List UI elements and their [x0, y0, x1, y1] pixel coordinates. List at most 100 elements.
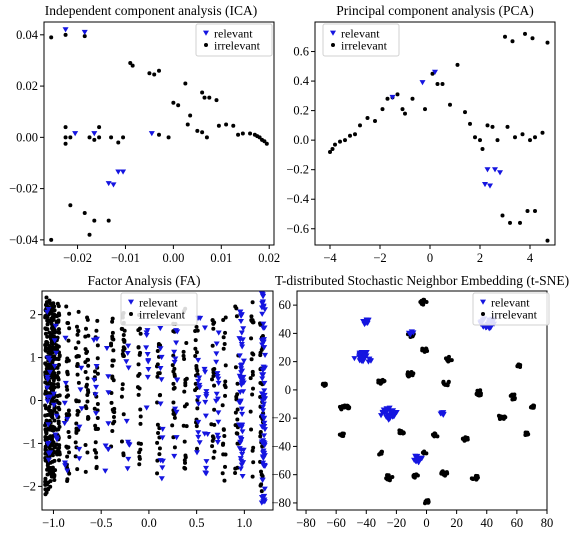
- fa-irrelevant-point: [56, 327, 61, 332]
- fa-irrelevant-point: [67, 450, 72, 455]
- ica-irrelevant-point: [121, 135, 126, 140]
- tsne-irrelevant-point: [380, 377, 385, 382]
- fa-irrelevant-point: [67, 435, 72, 440]
- fa-relevant-point: [261, 392, 268, 398]
- tsne-relevant-point: [407, 332, 414, 338]
- fa-relevant-point: [259, 376, 266, 382]
- tsne-irrelevant-point: [478, 388, 483, 393]
- fa-relevant-point: [202, 399, 209, 406]
- fa-relevant-point: [215, 410, 222, 416]
- tsne-legend-box: [472, 292, 550, 326]
- ica-xtick-label: 0.01: [210, 251, 232, 265]
- fa-irrelevant-point: [76, 329, 81, 334]
- fa-xtick-label: −0.5: [90, 516, 113, 530]
- tsne-irrelevant-point: [474, 391, 479, 396]
- tsne-irrelevant-point: [407, 372, 412, 377]
- fa-irrelevant-point: [172, 445, 177, 450]
- fa-irrelevant-point: [45, 327, 50, 332]
- fa-irrelevant-point: [47, 391, 52, 396]
- pca-irrelevant-point: [513, 135, 517, 140]
- fa-relevant-point: [260, 494, 267, 500]
- fa-irrelevant-point: [120, 352, 125, 357]
- fa-irrelevant-point: [250, 300, 255, 305]
- pca-ytick-label: 0.0: [293, 133, 309, 147]
- ica-irrelevant-point: [200, 90, 205, 95]
- ica-irrelevant-point: [195, 128, 200, 133]
- fa-relevant-point: [157, 326, 164, 332]
- fa-relevant-point: [44, 377, 51, 383]
- fa-irrelevant-point: [155, 362, 160, 367]
- fa-relevant-point: [260, 321, 267, 327]
- fa-irrelevant-point: [182, 389, 187, 394]
- pca-irrelevant-point: [395, 92, 400, 97]
- tsne-irrelevant-point: [321, 381, 326, 386]
- fa-irrelevant-point: [66, 412, 71, 417]
- fa-relevant-point: [259, 299, 266, 305]
- ica-irrelevant-point: [188, 113, 193, 118]
- pca-ytick-label: −0.6: [286, 222, 309, 236]
- tsne-irrelevant-point: [399, 429, 404, 434]
- fa-irrelevant-point: [75, 332, 80, 337]
- ica-irrelevant-point: [176, 103, 181, 108]
- pca-irrelevant-point: [440, 82, 445, 87]
- fa-irrelevant-point: [51, 382, 56, 387]
- fa-irrelevant-point: [119, 439, 124, 444]
- tsne-relevant-point: [389, 414, 396, 420]
- ica-ytick-label: −0.02: [9, 182, 38, 196]
- fa-irrelevant-point: [75, 412, 80, 417]
- fa-irrelevant-point: [52, 354, 57, 359]
- pca-irrelevant-point: [455, 62, 460, 67]
- pca-irrelevant-point: [480, 147, 485, 152]
- pca-irrelevant-point: [485, 123, 490, 128]
- fa-irrelevant-point: [155, 422, 160, 427]
- tsne-ytick-label: 0: [285, 383, 291, 397]
- fa-relevant-point: [260, 364, 267, 370]
- ica-irrelevant-point: [130, 63, 135, 68]
- ica-irrelevant-point: [231, 123, 236, 128]
- fa-irrelevant-point: [250, 351, 255, 356]
- fa-relevant-point: [144, 374, 151, 380]
- fa-relevant-point: [260, 448, 267, 454]
- fa-irrelevant-point: [95, 318, 100, 323]
- fa-irrelevant-point: [50, 374, 55, 379]
- pca-irrelevant-point: [518, 220, 522, 225]
- fa-relevant-point: [261, 433, 268, 439]
- fa-relevant-point: [259, 372, 266, 378]
- ica-irrelevant-point: [152, 72, 157, 77]
- tsne-ytick-label: −80: [271, 496, 291, 510]
- pca-xtick-label: 0: [427, 251, 433, 265]
- fa-irrelevant-point: [181, 353, 186, 358]
- fa-irrelevant-point: [136, 392, 141, 397]
- fa-relevant-point: [214, 432, 221, 438]
- pca-axes-frame: [314, 21, 556, 246]
- fa-irrelevant-point: [50, 411, 55, 416]
- tsne-relevant-point: [383, 408, 390, 414]
- fa-relevant-point: [201, 366, 208, 373]
- fa-irrelevant-point: [193, 354, 198, 359]
- fa-relevant-point: [157, 458, 164, 464]
- fa-irrelevant-point: [223, 393, 228, 398]
- tsne-ytick-label: 20: [279, 355, 292, 369]
- tsne-irrelevant-point: [463, 435, 468, 440]
- fa-relevant-point: [124, 466, 131, 472]
- ica-xtick-label: 0.00: [162, 251, 184, 265]
- fa-relevant-point: [260, 325, 267, 331]
- fa-irrelevant-point: [235, 441, 240, 446]
- fa-irrelevant-point: [43, 427, 48, 432]
- fa-irrelevant-point: [43, 482, 48, 487]
- fa-relevant-point: [261, 423, 268, 430]
- fa-irrelevant-point: [66, 338, 71, 343]
- fa-irrelevant-point: [55, 393, 60, 398]
- pca-irrelevant-point: [343, 138, 347, 143]
- ica-panel: Independent component analysis (ICA) −0.…: [9, 3, 280, 265]
- tsne-irrelevant-point: [346, 406, 351, 411]
- pca-relevant-point: [419, 80, 426, 86]
- fa-irrelevant-point: [248, 376, 253, 381]
- fa-irrelevant-point: [67, 326, 72, 331]
- fa-relevant-point: [105, 374, 112, 380]
- fa-irrelevant-point: [183, 381, 188, 386]
- tsne-legend-marker-relevant: [480, 299, 486, 305]
- tsne-relevant-point: [367, 358, 374, 364]
- fa-relevant-point: [157, 401, 164, 407]
- fa-irrelevant-point: [137, 454, 142, 459]
